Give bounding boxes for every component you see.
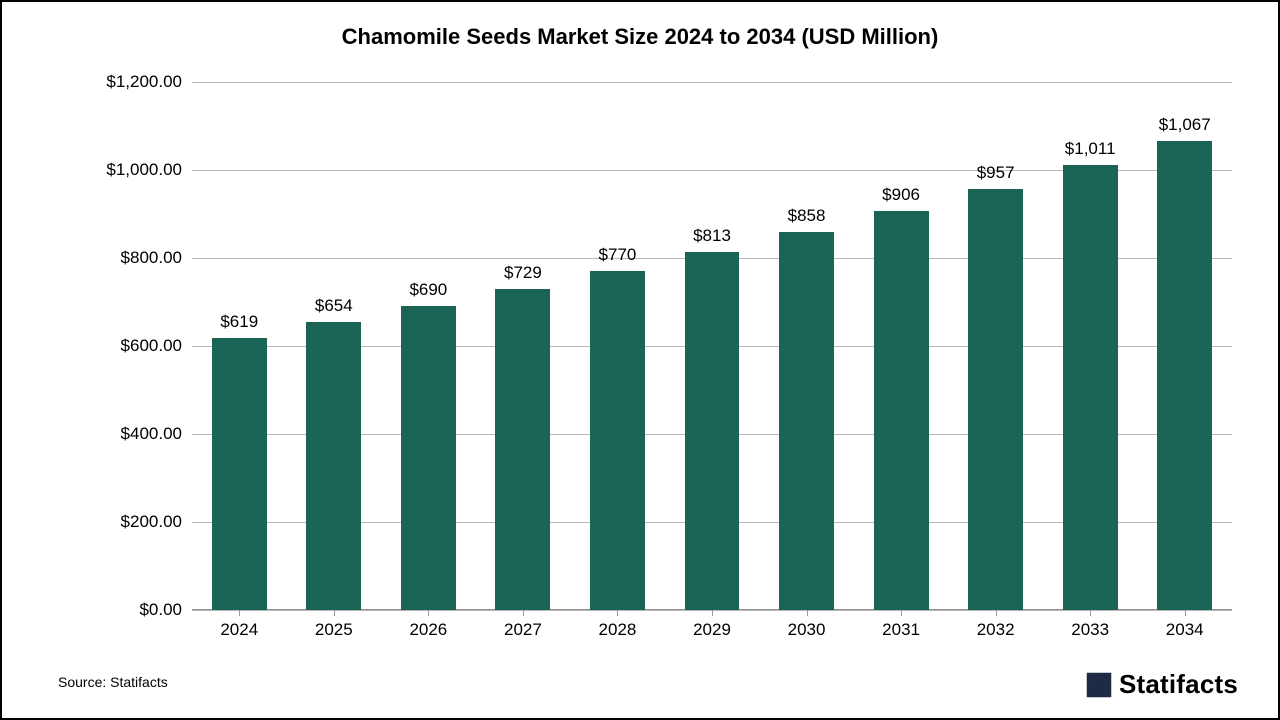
x-tick-label: 2024 (220, 620, 258, 640)
x-tick (523, 610, 524, 616)
gridline (192, 82, 1232, 83)
x-tick-label: 2034 (1166, 620, 1204, 640)
y-tick-label: $200.00 (121, 512, 182, 532)
bar (590, 271, 645, 610)
brand-logo: Statifacts (1085, 669, 1238, 700)
bar-value-label: $770 (599, 245, 637, 265)
x-tick (1090, 610, 1091, 616)
x-tick-label: 2029 (693, 620, 731, 640)
x-tick-label: 2027 (504, 620, 542, 640)
y-tick-label: $1,000.00 (106, 160, 182, 180)
bar-value-label: $1,067 (1159, 115, 1211, 135)
x-tick (1185, 610, 1186, 616)
x-tick-label: 2031 (882, 620, 920, 640)
x-tick-label: 2033 (1071, 620, 1109, 640)
bar (495, 289, 550, 610)
bar-value-label: $690 (409, 280, 447, 300)
bar-value-label: $1,011 (1065, 139, 1116, 159)
x-tick (807, 610, 808, 616)
x-tick-label: 2030 (788, 620, 826, 640)
bar-value-label: $813 (693, 226, 731, 246)
x-tick-label: 2026 (409, 620, 447, 640)
bar (968, 189, 1023, 610)
chart-frame: Chamomile Seeds Market Size 2024 to 2034… (0, 0, 1280, 720)
bar (306, 322, 361, 610)
y-tick-label: $0.00 (139, 600, 182, 620)
x-tick (712, 610, 713, 616)
bar (1063, 165, 1118, 610)
plot-area: $0.00$200.00$400.00$600.00$800.00$1,000.… (192, 82, 1232, 610)
bar-value-label: $858 (788, 206, 826, 226)
x-tick-label: 2028 (599, 620, 637, 640)
bar-value-label: $957 (977, 163, 1015, 183)
x-tick-label: 2025 (315, 620, 353, 640)
bar (401, 306, 456, 610)
bar (212, 338, 267, 610)
x-tick (239, 610, 240, 616)
y-tick-label: $800.00 (121, 248, 182, 268)
brand-text: Statifacts (1119, 669, 1238, 700)
bar (685, 252, 740, 610)
y-tick-label: $1,200.00 (106, 72, 182, 92)
source-caption: Source: Statifacts (58, 674, 168, 690)
bar-value-label: $619 (220, 312, 258, 332)
bar-value-label: $654 (315, 296, 353, 316)
bar (779, 232, 834, 610)
statifacts-icon (1085, 671, 1113, 699)
x-tick (901, 610, 902, 616)
x-tick (428, 610, 429, 616)
x-tick-label: 2032 (977, 620, 1015, 640)
x-tick (617, 610, 618, 616)
bar-value-label: $729 (504, 263, 542, 283)
bar (874, 211, 929, 610)
chart-title: Chamomile Seeds Market Size 2024 to 2034… (2, 24, 1278, 50)
x-tick (996, 610, 997, 616)
x-tick (334, 610, 335, 616)
bar-value-label: $906 (882, 185, 920, 205)
y-tick-label: $600.00 (121, 336, 182, 356)
y-tick-label: $400.00 (121, 424, 182, 444)
bar (1157, 141, 1212, 610)
